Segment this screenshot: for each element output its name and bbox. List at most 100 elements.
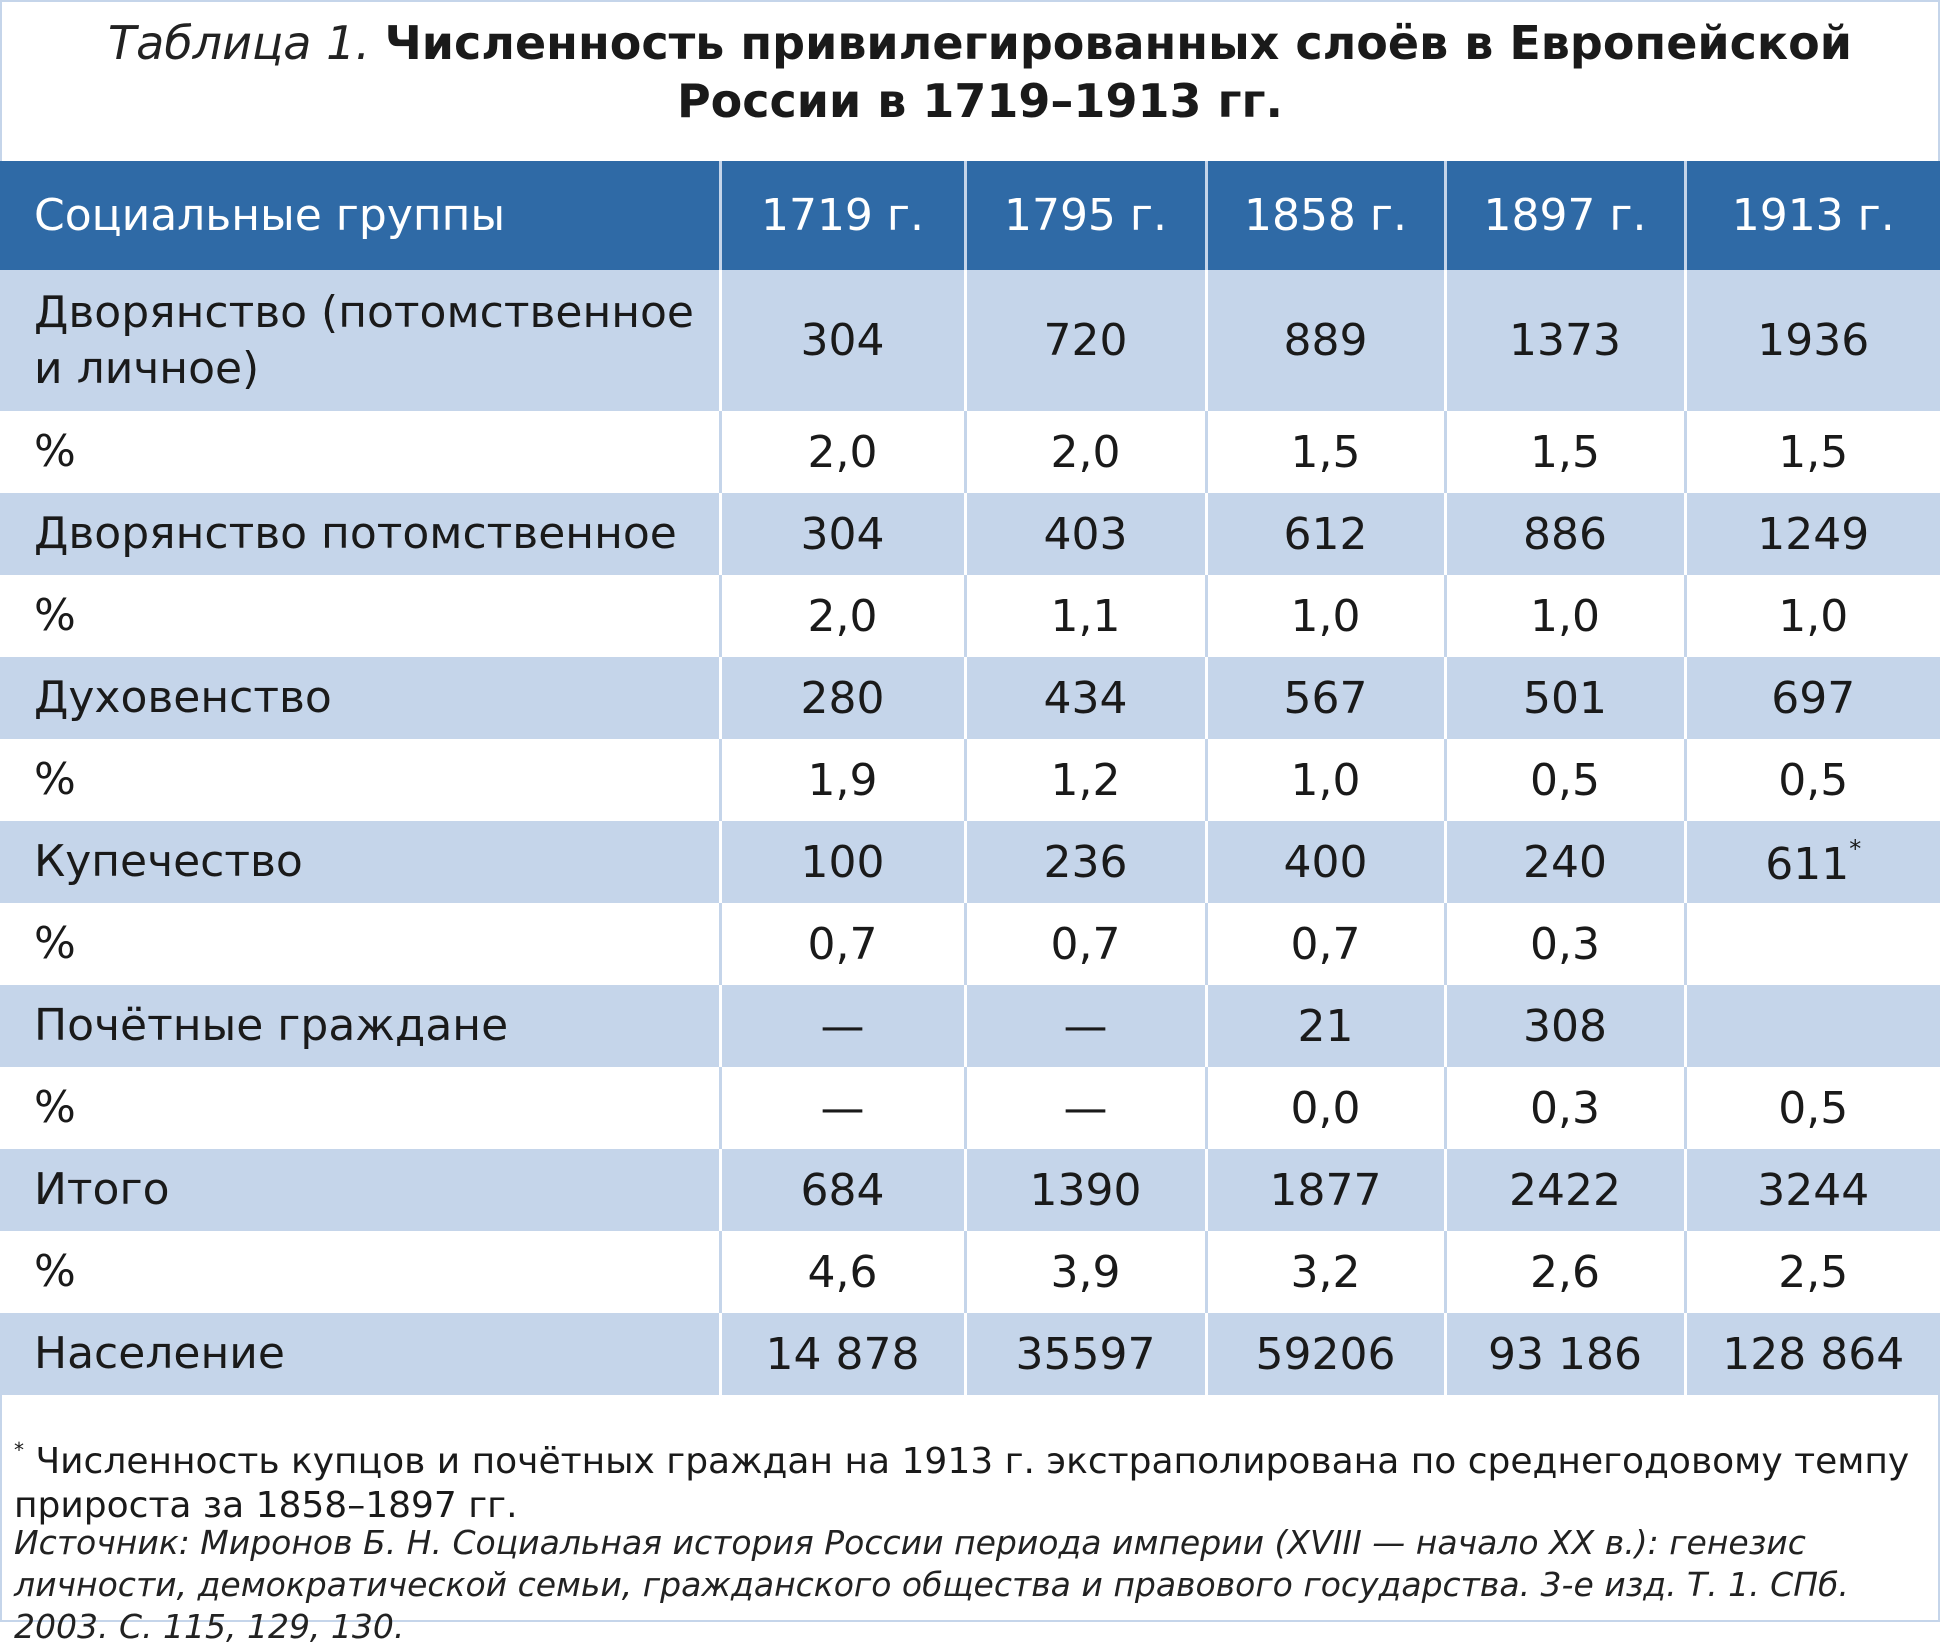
cell: 0,0	[1204, 1067, 1445, 1149]
cell: 0,5	[1683, 1067, 1940, 1149]
cell: 1,0	[1443, 575, 1685, 657]
cell: 403	[963, 493, 1206, 575]
header-cell: 1897 г.	[1443, 161, 1685, 270]
cell: 1,1	[963, 575, 1206, 657]
cell: 0,5	[1443, 739, 1685, 821]
cell-mark: *	[1849, 834, 1862, 863]
table-row: % 4,6 3,9 3,2 2,6 2,5	[0, 1231, 1940, 1313]
cell: 2,6	[1443, 1231, 1685, 1313]
table-row: Почётные граждане — —21 308	[0, 985, 1940, 1067]
cell: 0,3	[1443, 903, 1685, 985]
header-row: Социальные группы 1719 г. 1795 г. 1858 г. 18…	[0, 161, 1940, 270]
table-row: Купечество 100 236 400 240 611*	[0, 821, 1940, 903]
cell: 236	[963, 821, 1206, 903]
cell: 612	[1204, 493, 1445, 575]
cell: —	[718, 985, 965, 1067]
cell: 240	[1443, 821, 1685, 903]
empty-cell	[1683, 903, 1940, 985]
cell: 1,9	[718, 739, 965, 821]
table-row: Духовенство 280 434 567 501 697	[0, 657, 1940, 739]
cell: —	[963, 1067, 1206, 1149]
cell: 0,7	[1204, 903, 1445, 985]
cell: 2,5	[1683, 1231, 1940, 1313]
row-label: Духовенство	[0, 657, 720, 739]
cell: 1877	[1204, 1149, 1445, 1231]
row-label: Дворянство потомственное	[0, 493, 720, 575]
title-text: Численность привилегированных слоёв в Ев…	[384, 16, 1852, 128]
cell: 0,3	[1443, 1067, 1685, 1149]
cell: 889	[1204, 270, 1445, 411]
cell: 304	[718, 493, 965, 575]
cell: 1,5	[1204, 411, 1445, 493]
table-row: Дворянство потомственное 304 403 612 886 1249	[0, 493, 1940, 575]
cell: 280	[718, 657, 965, 739]
row-label: %	[0, 1067, 720, 1149]
cell: 3,9	[963, 1231, 1206, 1313]
cell: 4,6	[718, 1231, 965, 1313]
table-row: % — —0,0 0,3 0,5	[0, 1067, 1940, 1149]
row-label: Население	[0, 1313, 720, 1395]
cell: 720	[963, 270, 1206, 411]
cell: 93 186	[1443, 1313, 1685, 1395]
cell: 0,5	[1683, 739, 1940, 821]
cell: —	[718, 1067, 965, 1149]
row-label: %	[0, 575, 720, 657]
cell: 886	[1443, 493, 1685, 575]
table-row: % 0,7 0,7 0,7 0,3	[0, 903, 1940, 985]
footnote-mark: *	[14, 1438, 24, 1462]
cell: 2,0	[718, 411, 965, 493]
table-row: % 2,0 2,0 1,5 1,5 1,5	[0, 411, 1940, 493]
header-cell: 1858 г.	[1204, 161, 1445, 270]
header-cell: 1719 г.	[718, 161, 965, 270]
table-row: % 2,0 1,1 1,0 1,0 1,0	[0, 575, 1940, 657]
header-cell: Социальные группы	[0, 161, 720, 270]
title-label: Таблица 1.	[108, 16, 370, 70]
footnote: * Численность купцов и почётных граждан …	[0, 1428, 1914, 1528]
cell: 304	[718, 270, 965, 411]
table: Социальные группы 1719 г. 1795 г. 1858 г. 18…	[0, 161, 1940, 1395]
table-row: % 1,9 1,2 1,0 0,5 0,5	[0, 739, 1940, 821]
cell: 2,0	[718, 575, 965, 657]
row-label: %	[0, 411, 720, 493]
table-row: Население 14 878 35597 59206 93 186 128 864	[0, 1313, 1940, 1395]
cell: 0,7	[718, 903, 965, 985]
cell: 1936	[1683, 270, 1940, 411]
empty-cell	[1683, 985, 1940, 1067]
source: Источник: Миронов Б. Н. Социальная истор…	[14, 1523, 1849, 1646]
row-label: %	[0, 1231, 720, 1313]
row-label: Итого	[0, 1149, 720, 1231]
header-cell: 1795 г.	[963, 161, 1206, 270]
cell: 21	[1204, 985, 1445, 1067]
table-row: Дворянство (потомственное и личное) 304 72…	[0, 270, 1940, 411]
cell: 1390	[963, 1149, 1206, 1231]
cell: 14 878	[718, 1313, 965, 1395]
cell: 100	[718, 821, 965, 903]
cell: 1,5	[1443, 411, 1685, 493]
cell-value: 611	[1765, 838, 1850, 890]
cell: 59206	[1204, 1313, 1445, 1395]
cell: 1,0	[1204, 739, 1445, 821]
cell: 1249	[1683, 493, 1940, 575]
title: Таблица 1. Численность привилегированных…	[60, 14, 1900, 130]
cell: 1,2	[963, 739, 1206, 821]
row-label: Почётные граждане	[0, 985, 720, 1067]
cell: 3244	[1683, 1149, 1940, 1231]
cell: —	[963, 985, 1206, 1067]
cell: 501	[1443, 657, 1685, 739]
header-cell: 1913 г.	[1683, 161, 1940, 270]
row-label: Купечество	[0, 821, 720, 903]
cell: 697	[1683, 657, 1940, 739]
cell: 611*	[1683, 821, 1940, 903]
footnote-text: Численность купцов и почётных граждан на…	[14, 1441, 1910, 1526]
cell: 1373	[1443, 270, 1685, 411]
cell: 128 864	[1683, 1313, 1940, 1395]
table-row: Итого 684 1390 1877 2422 3244	[0, 1149, 1940, 1231]
cell: 2,0	[963, 411, 1206, 493]
cell: 434	[963, 657, 1206, 739]
cell: 35597	[963, 1313, 1206, 1395]
cell: 567	[1204, 657, 1445, 739]
cell: 1,5	[1683, 411, 1940, 493]
cell: 684	[718, 1149, 965, 1231]
cell: 308	[1443, 985, 1685, 1067]
